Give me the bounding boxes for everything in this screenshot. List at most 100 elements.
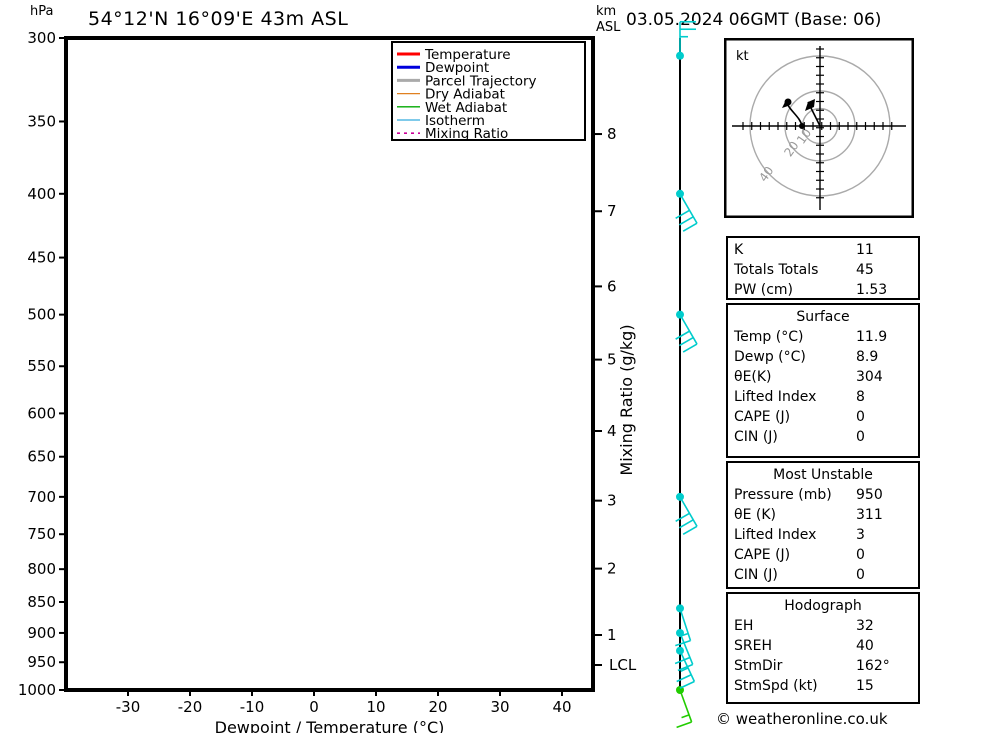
index-value: 15	[856, 678, 874, 694]
index-value: 32	[856, 618, 874, 634]
index-value: 1.53	[856, 282, 888, 298]
altitude-tick-label: 8	[607, 125, 617, 143]
legend-label: Dry Adiabat	[425, 87, 505, 103]
legend-label: Temperature	[424, 47, 511, 63]
lcl-label: LCL	[609, 656, 637, 674]
mixing-ratio-axis-label: Mixing Ratio (g/kg)	[617, 324, 636, 475]
index-label: Dewp (°C)	[734, 349, 806, 365]
pressure-tick-label: 650	[27, 448, 56, 466]
altitude-asl-label: ASL	[596, 20, 621, 35]
pressure-tick-label: 1000	[18, 681, 56, 699]
indices-group: Hodograph EH 32 SREH 40 StmDir 162° StmSpd (kt)…	[726, 592, 920, 704]
index-value: 11.9	[856, 329, 888, 345]
wind-barb	[675, 310, 698, 353]
index-label: θE (K)	[734, 507, 776, 523]
altitude-tick-label: 2	[607, 560, 617, 578]
copyright-label: © weatheronline.co.uk	[716, 710, 888, 728]
index-value: 8.9	[856, 349, 879, 365]
index-label: EH	[734, 618, 754, 634]
temperature-tick-label: 10	[366, 698, 385, 716]
pressure-tick-label: 300	[27, 29, 56, 47]
temperature-tick-label: -10	[240, 698, 265, 716]
pressure-tick-label: 850	[27, 593, 56, 611]
wind-barb	[675, 604, 692, 647]
wind-barb	[675, 492, 698, 535]
legend-label: Parcel Trajectory	[425, 73, 537, 89]
index-label: Pressure (mb)	[734, 487, 832, 503]
temperature-tick-label: 0	[309, 698, 319, 716]
legend-label: Mixing Ratio	[425, 126, 508, 142]
index-label: K	[734, 242, 744, 258]
temperature-tick-label: 40	[552, 698, 571, 716]
forecast-date-label: 03.05.2024 06GMT (Base: 06)	[626, 10, 882, 30]
indices-group-title: Hodograph	[784, 598, 862, 614]
index-label: Lifted Index	[734, 527, 817, 543]
temperature-tick-label: -30	[116, 698, 141, 716]
pressure-tick-label: 750	[27, 525, 56, 543]
indices-group-title: Most Unstable	[773, 467, 873, 483]
wind-barb	[676, 20, 696, 60]
pressure-tick-label: 700	[27, 488, 56, 506]
altitude-unit-label: km	[596, 4, 617, 19]
index-value: 950	[856, 487, 883, 503]
pressure-tick-label: 600	[27, 404, 56, 422]
index-label: CIN (J)	[734, 567, 778, 583]
index-value: 11	[856, 242, 874, 258]
pressure-tick-label: 550	[27, 357, 56, 375]
index-value: 40	[856, 638, 874, 654]
altitude-tick-label: 4	[607, 422, 617, 440]
pressure-tick-label: 400	[27, 185, 56, 203]
index-label: θE(K)	[734, 369, 772, 385]
temperature-tick-label: 20	[428, 698, 447, 716]
index-value: 0	[856, 567, 865, 583]
index-value: 3	[856, 527, 865, 543]
pressure-tick-label: 900	[27, 624, 56, 642]
indices-group: Surface Temp (°C) 11.9 Dewp (°C) 8.9 θE(K) 304…	[726, 303, 920, 458]
altitude-tick-label: 3	[607, 492, 617, 510]
wind-barb	[674, 628, 694, 672]
index-label: SREH	[734, 638, 772, 654]
index-label: CIN (J)	[734, 429, 778, 445]
legend-label: Dewpoint	[425, 60, 489, 76]
index-label: Temp (°C)	[734, 329, 804, 345]
altitude-tick-label: 7	[607, 202, 617, 220]
legend-label: Isotherm	[425, 113, 485, 129]
index-label: StmSpd (kt)	[734, 678, 818, 694]
index-value: 304	[856, 369, 883, 385]
pressure-tick-label: 950	[27, 653, 56, 671]
wind-barb-column	[674, 20, 698, 729]
station-title: 54°12'N 16°09'E 43m ASL	[88, 8, 349, 30]
index-value: 311	[856, 507, 883, 523]
index-value: 8	[856, 389, 865, 405]
index-label: Totals Totals	[734, 262, 819, 278]
temperature-tick-label: -20	[178, 698, 203, 716]
pressure-tick-label: 350	[27, 112, 56, 130]
skewt-diagram: 1234681015203003504004505005506006507007…	[18, 29, 637, 733]
indices-group: K 11 Totals Totals 45 PW (cm) 1.53	[726, 236, 920, 300]
altitude-tick-label: 6	[607, 277, 617, 295]
legend-label: Wet Adiabat	[425, 100, 507, 116]
temperature-tick-label: 30	[490, 698, 509, 716]
wind-barb	[676, 686, 693, 729]
pressure-unit-label: hPa	[30, 4, 54, 19]
hodograph-unit-label: kt	[736, 49, 749, 64]
index-label: CAPE (J)	[734, 547, 791, 563]
pressure-tick-label: 800	[27, 560, 56, 578]
index-value: 0	[856, 429, 865, 445]
index-label: StmDir	[734, 658, 783, 674]
indices-group-title: Surface	[796, 309, 850, 325]
wind-barb	[675, 189, 698, 232]
index-label: PW (cm)	[734, 282, 793, 298]
pressure-tick-label: 450	[27, 249, 56, 267]
index-value: 45	[856, 262, 874, 278]
index-label: Lifted Index	[734, 389, 817, 405]
pressure-tick-label: 500	[27, 306, 56, 324]
index-value: 0	[856, 409, 865, 425]
x-axis-label: Dewpoint / Temperature (°C)	[215, 718, 445, 733]
index-value: 162°	[856, 658, 890, 674]
index-label: CAPE (J)	[734, 409, 791, 425]
index-value: 0	[856, 547, 865, 563]
altitude-tick-label: 5	[607, 351, 617, 369]
indices-group: Most Unstable Pressure (mb) 950 θE (K) 311 Li…	[726, 461, 920, 589]
